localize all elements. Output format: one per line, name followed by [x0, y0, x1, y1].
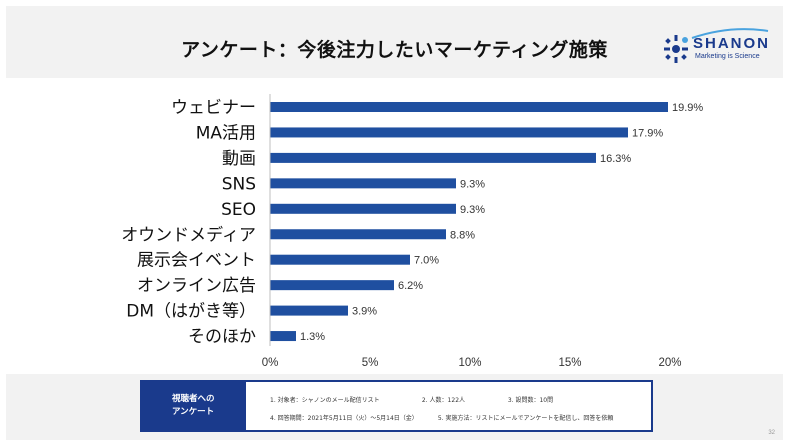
logo-wordmark: SHANON — [693, 35, 771, 52]
category-label-6: オウンドメディア — [121, 224, 256, 245]
bar-8 — [270, 280, 394, 291]
x-tick-label-2: 5% — [362, 357, 379, 369]
value-label-1: 19.9% — [672, 102, 703, 114]
x-tick-label-5: 20% — [658, 357, 681, 369]
survey-method: 5. 実施方法：リストにメールでアンケートを配信し、回答を依頼 — [437, 415, 614, 422]
category-label-3: 動画 — [222, 149, 256, 169]
logo-swoosh-icon — [691, 28, 769, 39]
value-label-6: 8.8% — [450, 229, 475, 241]
slide-title: アンケート：今後注力したいマーケティング施策 — [181, 39, 608, 61]
survey-questions: 3. 設問数：10問 — [507, 397, 554, 404]
x-tick-label-3: 10% — [458, 357, 481, 369]
survey-box-title: 視聴者への アンケート — [142, 382, 246, 430]
shanon-logo: SHANON Marketing is Science — [662, 28, 772, 71]
bar-3 — [270, 152, 596, 163]
value-label-5: 9.3% — [460, 204, 485, 216]
category-label-2: MA活用 — [196, 123, 256, 143]
bar-7 — [270, 254, 410, 265]
bar-10 — [270, 331, 296, 342]
x-tick-label-1: 0% — [262, 357, 279, 369]
x-tick-label-4: 15% — [558, 357, 581, 369]
survey-info-row-1: 1. 対象者：シャノンのメール配信リスト 2. 人数：122人 3. 設問数：1… — [270, 395, 553, 404]
survey-info-row-2: 4. 回答期間：2021年5月11日（火）～5月14日（金） 5. 実施方法：リ… — [270, 413, 613, 422]
category-label-4: SNS — [222, 174, 256, 194]
value-label-3: 16.3% — [600, 153, 631, 165]
value-label-8: 6.2% — [398, 280, 423, 292]
category-label-9: DM（はがき等） — [126, 302, 256, 322]
survey-info-box: 視聴者への アンケート 1. 対象者：シャノンのメール配信リスト 2. 人数：1… — [140, 380, 653, 432]
bar-1 — [270, 102, 668, 112]
logo-tagline: Marketing is Science — [695, 53, 760, 60]
bar-6 — [270, 229, 446, 240]
category-label-10: そのほか — [188, 327, 256, 347]
survey-box-title-line1: 視聴者への — [172, 394, 215, 404]
bar-chart: ウェビナー 19.9% MA活用 17.9% 動画 16.3% SNS 9.3% SEO 9.3%… — [121, 94, 703, 369]
category-label-7: 展示会イベント — [137, 251, 256, 271]
footer-band: 視聴者への アンケート 1. 対象者：シャノンのメール配信リスト 2. 人数：1… — [6, 374, 783, 440]
bar-2 — [270, 127, 628, 138]
category-label-1: ウェビナー — [171, 98, 256, 118]
bar-4 — [270, 178, 456, 189]
value-label-9: 3.9% — [352, 306, 377, 318]
survey-box-title-line2: アンケート — [172, 407, 215, 417]
value-label-7: 7.0% — [414, 255, 439, 267]
page-number: 32 — [768, 430, 775, 436]
survey-count: 2. 人数：122人 — [421, 397, 466, 404]
bar-9 — [270, 305, 348, 316]
bar-5 — [270, 203, 456, 214]
survey-period: 4. 回答期間：2021年5月11日（火）～5月14日（金） — [270, 415, 418, 422]
logo-mark-icon — [664, 35, 688, 63]
survey-target: 1. 対象者：シャノンのメール配信リスト — [270, 397, 380, 404]
header-band: アンケート：今後注力したいマーケティング施策 SHANON Marketing … — [6, 6, 783, 78]
value-label-4: 9.3% — [460, 178, 485, 190]
value-label-10: 1.3% — [300, 331, 325, 343]
value-label-2: 17.9% — [632, 127, 663, 139]
category-label-5: SEO — [221, 200, 256, 220]
category-label-8: オンライン広告 — [137, 276, 256, 296]
